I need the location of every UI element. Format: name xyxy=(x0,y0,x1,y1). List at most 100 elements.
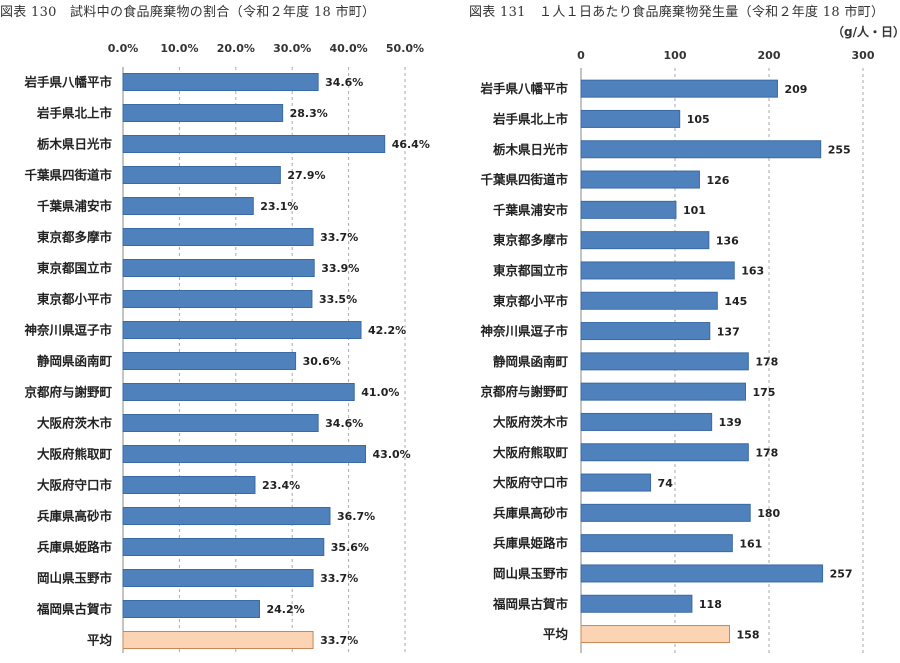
right-category-label: 岩手県八幡平市 xyxy=(479,81,568,96)
left-data-label: 41.0% xyxy=(361,386,399,399)
left-data-label: 42.2% xyxy=(368,324,406,337)
left-data-label: 33.7% xyxy=(320,231,358,244)
left-category-label: 栃木県日光市 xyxy=(37,137,113,152)
left-bar xyxy=(122,569,314,587)
right-category-label: 東京都国立市 xyxy=(493,263,569,278)
right-category-label: 東京都多摩市 xyxy=(493,233,569,248)
right-tick-label: 200 xyxy=(758,49,781,62)
right-data-label: 209 xyxy=(784,83,807,96)
right-bar xyxy=(580,170,700,189)
left-bar xyxy=(122,259,315,277)
left-category-label: 平均 xyxy=(87,633,112,648)
left-category-label: 東京都国立市 xyxy=(37,261,113,276)
left-data-label: 23.4% xyxy=(262,479,300,492)
right-data-label: 163 xyxy=(741,265,764,278)
right-data-label: 137 xyxy=(717,325,740,338)
left-data-label: 33.7% xyxy=(320,634,358,647)
right-bar xyxy=(580,200,677,219)
right-tick-label: 300 xyxy=(852,49,875,62)
left-data-label: 33.5% xyxy=(319,293,357,306)
left-data-label: 24.2% xyxy=(266,603,304,616)
left-category-label: 福岡県古賀市 xyxy=(36,602,113,617)
right-category-label: 岡山県玉野市 xyxy=(493,566,569,581)
left-bar xyxy=(122,135,386,153)
right-bar xyxy=(580,231,710,250)
left-tick-label: 40.0% xyxy=(330,42,368,55)
left-tick-label: 10.0% xyxy=(160,42,198,55)
right-data-label: 139 xyxy=(719,416,742,429)
right-data-label: 136 xyxy=(716,234,739,247)
right-bar xyxy=(580,503,751,522)
right-data-label: 158 xyxy=(737,628,760,641)
left-bar xyxy=(122,538,325,556)
right-average-bar xyxy=(580,625,731,644)
left-bar xyxy=(122,507,331,525)
right-data-label: 161 xyxy=(739,537,762,550)
left-category-label: 兵庫県姫路市 xyxy=(37,540,113,555)
right-data-label: 257 xyxy=(830,568,853,581)
right-category-label: 岩手県北上市 xyxy=(492,111,569,126)
right-tick-label: 0 xyxy=(577,49,585,62)
right-data-label: 178 xyxy=(755,356,778,369)
right-category-label: 福岡県古賀市 xyxy=(492,596,569,611)
right-category-label: 京都府与謝野町 xyxy=(480,384,568,399)
right-data-label: 255 xyxy=(828,143,851,156)
right-bar xyxy=(580,291,718,310)
left-category-label: 大阪府熊取町 xyxy=(37,447,113,462)
left-category-label: 千葉県四街道市 xyxy=(24,168,112,183)
left-average-bar xyxy=(122,631,314,649)
right-category-label: 千葉県浦安市 xyxy=(493,202,569,217)
right-data-label: 178 xyxy=(755,446,778,459)
left-bar xyxy=(122,73,319,91)
right-bar xyxy=(580,109,681,128)
right-bar xyxy=(580,534,733,553)
right-category-label: 栃木県日光市 xyxy=(493,142,569,157)
right-data-label: 145 xyxy=(724,295,747,308)
left-category-label: 東京都多摩市 xyxy=(37,230,113,245)
left-category-label: 東京都小平市 xyxy=(37,292,113,307)
right-bar xyxy=(580,594,693,613)
right-category-label: 静岡県函南町 xyxy=(493,354,569,369)
right-data-label: 105 xyxy=(687,113,710,126)
left-data-label: 28.3% xyxy=(290,107,328,120)
left-category-label: 静岡県函南町 xyxy=(37,354,113,369)
right-chart-unit: （g/人・日） xyxy=(832,25,900,39)
left-data-label: 34.6% xyxy=(325,76,363,89)
right-category-label: 千葉県四街道市 xyxy=(480,172,568,187)
left-bar xyxy=(122,414,319,432)
right-category-label: 大阪府茨木市 xyxy=(493,414,569,429)
right-bar xyxy=(580,564,824,583)
left-bar xyxy=(122,104,284,122)
left-tick-label: 0.0% xyxy=(108,42,139,55)
left-category-label: 岩手県北上市 xyxy=(36,106,113,121)
right-category-label: 兵庫県高砂市 xyxy=(493,505,569,520)
left-chart-caption: 図表 130 試料中の食品廃棄物の割合（令和２年度 18 市町） xyxy=(0,5,376,20)
left-bar xyxy=(122,197,254,215)
left-bar xyxy=(122,290,313,308)
left-category-label: 大阪府守口市 xyxy=(37,478,113,493)
left-tick-label: 20.0% xyxy=(217,42,255,55)
left-bar xyxy=(122,166,281,184)
right-bar xyxy=(580,412,713,431)
left-category-label: 京都府与謝野町 xyxy=(24,385,112,400)
left-category-label: 大阪府茨木市 xyxy=(37,416,113,431)
left-category-label: 岡山県玉野市 xyxy=(37,571,113,586)
left-data-label: 30.6% xyxy=(303,355,341,368)
right-data-label: 101 xyxy=(683,204,706,217)
right-data-label: 74 xyxy=(658,477,674,490)
left-bar xyxy=(122,476,256,494)
left-bar xyxy=(122,228,314,246)
left-data-label: 35.6% xyxy=(331,541,369,554)
left-bar xyxy=(122,600,260,618)
right-bar xyxy=(580,322,711,341)
left-category-label: 兵庫県高砂市 xyxy=(37,509,113,524)
left-data-label: 33.7% xyxy=(320,572,358,585)
right-category-label: 東京都小平市 xyxy=(493,293,569,308)
right-bar xyxy=(580,79,778,98)
right-data-label: 175 xyxy=(753,386,776,399)
left-bar xyxy=(122,352,297,370)
right-tick-label: 100 xyxy=(664,49,687,62)
left-tick-label: 50.0% xyxy=(386,42,424,55)
left-tick-label: 30.0% xyxy=(273,42,311,55)
